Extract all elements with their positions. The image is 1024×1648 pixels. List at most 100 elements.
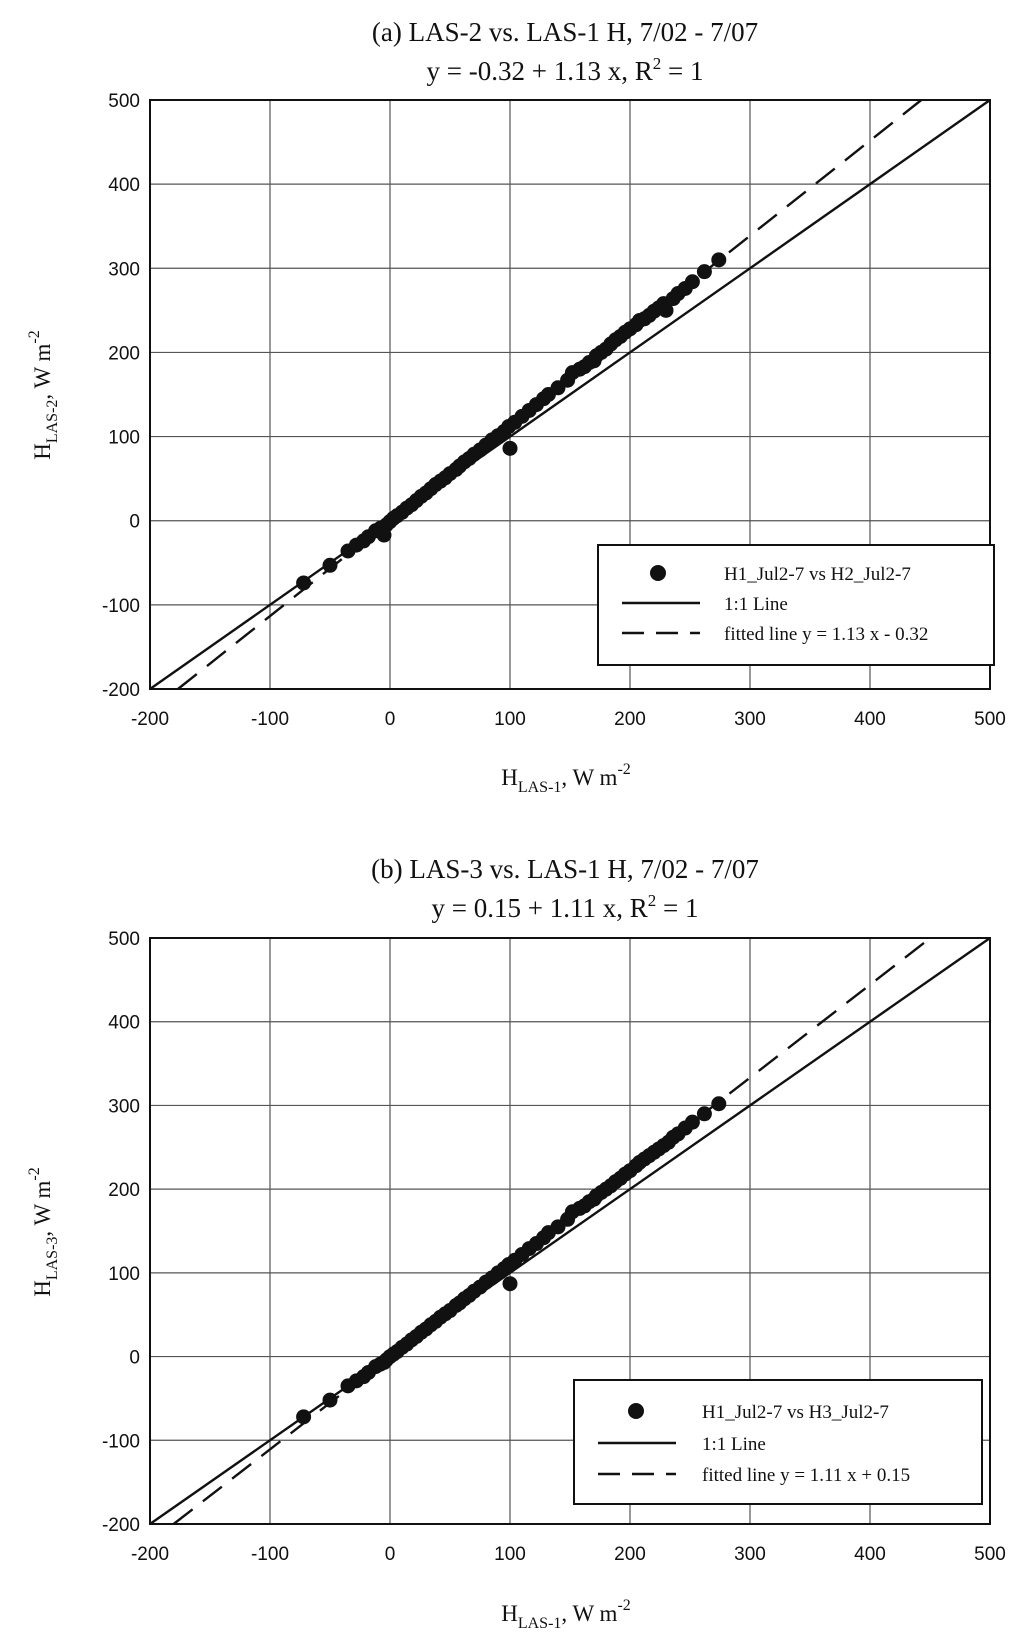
- chart-b-lines: [149, 937, 991, 1525]
- chart-a-data-point: [658, 302, 674, 318]
- chart-b-y-label-mid: , W m: [30, 1180, 55, 1236]
- chart-a-y-tick-label: 100: [108, 428, 140, 449]
- chart-a-tick-labels: -200 -100 0 100 200 300 400 500 -200 -100 0 100 200 3…: [102, 91, 1006, 730]
- chart-a-y-tick-label: 200: [108, 343, 140, 364]
- chart-b-data-point: [296, 1409, 312, 1425]
- chart-b-subtitle-main: y = 0.15 + 1.11 x, R: [432, 893, 648, 923]
- chart-b-y-tick-label: 500: [108, 929, 140, 950]
- chart-b-x-tick-label: 0: [385, 1544, 396, 1565]
- chart-a-subtitle-end: = 1: [661, 56, 703, 86]
- chart-a-legend-label-points: H1_Jul2-7 vs H2_Jul2-7: [724, 564, 911, 585]
- chart-b-x-label-sub: LAS-1: [518, 1615, 562, 1632]
- chart-a-subtitle-sup: 2: [653, 54, 662, 73]
- chart-b-x-tick-label: 300: [734, 1544, 766, 1565]
- chart-b-x-label-sup: -2: [617, 1597, 630, 1614]
- chart-a-data-point: [322, 557, 338, 573]
- chart-b-x-tick-label: 400: [854, 1544, 886, 1565]
- chart-a-legend-label-1-1: 1:1 Line: [724, 594, 788, 615]
- chart-b-y-tick-label: 100: [108, 1264, 140, 1285]
- chart-b-y-tick-label: -200: [102, 1515, 140, 1536]
- chart-b-y-axis-label: HLAS-3, W m-2: [26, 1167, 61, 1297]
- chart-b-fitted-line: [172, 937, 932, 1525]
- chart-a-x-axis-label: HLAS-1, W m-2: [501, 761, 631, 796]
- chart-b-subtitle: y = 0.15 + 1.11 x, R2 = 1: [432, 891, 699, 923]
- chart-b-x-tick-label: -200: [131, 1544, 169, 1565]
- chart-a-y-tick-label: 0: [129, 512, 140, 533]
- chart-a-x-label-main: H: [501, 765, 518, 790]
- chart-a-x-label-mid: , W m: [561, 765, 617, 790]
- chart-a-legend-box: [597, 544, 995, 666]
- chart-a-data-point: [684, 274, 700, 290]
- chart-a-data-point: [711, 252, 727, 268]
- chart-b-legend-label-points: H1_Jul2-7 vs H3_Jul2-7: [702, 1402, 889, 1423]
- chart-a-y-axis-label: HLAS-2, W m-2: [26, 330, 61, 460]
- chart-b-x-axis-label: HLAS-1, W m-2: [501, 1597, 631, 1632]
- chart-a-y-tick-label: 400: [108, 175, 140, 196]
- chart-b-data-point: [322, 1392, 338, 1408]
- chart-a-x-tick-label: 400: [854, 709, 886, 730]
- chart-b-x-tick-label: 500: [974, 1544, 1006, 1565]
- chart-b-subtitle-end: = 1: [656, 893, 698, 923]
- chart-a-data-point: [502, 440, 518, 456]
- chart-a-x-label-sub: LAS-1: [518, 779, 562, 796]
- chart-b-points: [296, 1096, 727, 1425]
- chart-b-x-label-mid: , W m: [561, 1601, 617, 1626]
- chart-a-x-label-sup: -2: [617, 761, 630, 778]
- chart-b-legend-label-1-1: 1:1 Line: [702, 1434, 766, 1455]
- chart-b-y-tick-label: 200: [108, 1180, 140, 1201]
- chart-a-y-label-sub: LAS-2: [44, 400, 61, 444]
- chart-a-y-tick-label: -200: [102, 680, 140, 701]
- chart-b-data-point: [696, 1106, 712, 1122]
- chart-b-data-point: [502, 1276, 518, 1292]
- chart-a-subtitle: y = -0.32 + 1.13 x, R2 = 1: [427, 54, 704, 86]
- chart-a-y-tick-label: -100: [102, 596, 140, 617]
- chart-a-fitted-line: [177, 99, 923, 690]
- chart-b-y-tick-label: -100: [102, 1431, 140, 1452]
- chart-b-y-label-sup: -2: [26, 1167, 43, 1180]
- chart-a-gridlines: [150, 100, 990, 689]
- chart-a-y-tick-label: 300: [108, 259, 140, 280]
- chart-b: (b) LAS-3 vs. LAS-1 H, 7/02 - 7/07 y = 0…: [26, 854, 1006, 1632]
- chart-a-legend-marker-points: [650, 565, 666, 581]
- chart-a-x-tick-label: -100: [251, 709, 289, 730]
- chart-b-y-label-sub: LAS-3: [44, 1237, 61, 1281]
- chart-b-y-tick-label: 0: [129, 1348, 140, 1369]
- chart-b-tick-labels: -200 -100 0 100 200 300 400 500 -200 -100 0 100 200 3…: [102, 929, 1006, 1565]
- chart-a-x-tick-label: -200: [131, 709, 169, 730]
- chart-a-lines: [149, 99, 991, 690]
- chart-b-legend-marker-points: [628, 1403, 644, 1419]
- chart-a-data-point: [696, 264, 712, 280]
- chart-a-y-label-main: H: [30, 443, 55, 460]
- chart-b-title: (b) LAS-3 vs. LAS-1 H, 7/02 - 7/07: [371, 854, 759, 884]
- chart-b-one-to-one-line: [149, 937, 991, 1525]
- chart-a-frame: [149, 99, 991, 690]
- chart-b-x-tick-label: -100: [251, 1544, 289, 1565]
- chart-b-legend-label-fit: fitted line y = 1.11 x + 0.15: [702, 1465, 910, 1486]
- chart-a-x-tick-label: 200: [614, 709, 646, 730]
- chart-a-x-tick-label: 100: [494, 709, 526, 730]
- chart-b-y-label-main: H: [30, 1280, 55, 1297]
- chart-b-frame: [149, 937, 991, 1525]
- chart-a-points: [296, 252, 727, 591]
- chart-a-y-label-mid: , W m: [30, 343, 55, 399]
- chart-a-legend: H1_Jul2-7 vs H2_Jul2-7 1:1 Line fitted l…: [597, 544, 995, 666]
- chart-b-subtitle-sup: 2: [648, 891, 657, 910]
- chart-a-legend-label-fit: fitted line y = 1.13 x - 0.32: [724, 624, 928, 645]
- chart-a-y-label-sup: -2: [26, 330, 43, 343]
- chart-a-x-tick-label: 500: [974, 709, 1006, 730]
- chart-b-data-point: [684, 1114, 700, 1130]
- chart-a-title: (a) LAS-2 vs. LAS-1 H, 7/02 - 7/07: [372, 17, 758, 47]
- chart-a-y-tick-label: 500: [108, 91, 140, 112]
- chart-b-x-tick-label: 200: [614, 1544, 646, 1565]
- chart-b-x-label-main: H: [501, 1601, 518, 1626]
- chart-b-x-tick-label: 100: [494, 1544, 526, 1565]
- chart-b-y-tick-label: 400: [108, 1013, 140, 1034]
- chart-a-subtitle-main: y = -0.32 + 1.13 x, R: [427, 56, 653, 86]
- chart-b-y-tick-label: 300: [108, 1096, 140, 1117]
- chart-a-x-tick-label: 300: [734, 709, 766, 730]
- chart-a: (a) LAS-2 vs. LAS-1 H, 7/02 - 7/07 y = -…: [26, 17, 1006, 796]
- chart-b-data-point: [711, 1096, 727, 1112]
- chart-a-x-tick-label: 0: [385, 709, 396, 730]
- chart-b-legend: H1_Jul2-7 vs H3_Jul2-7 1:1 Line fitted l…: [573, 1379, 983, 1505]
